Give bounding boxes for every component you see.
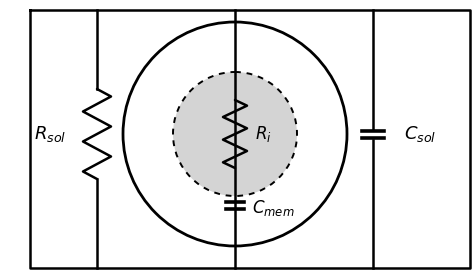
Text: $R_{sol}$: $R_{sol}$ <box>34 124 66 144</box>
Text: $C_{sol}$: $C_{sol}$ <box>404 124 436 144</box>
Text: $C_{mem}$: $C_{mem}$ <box>252 198 295 218</box>
Circle shape <box>173 72 297 196</box>
Text: $R_{i}$: $R_{i}$ <box>255 124 272 144</box>
